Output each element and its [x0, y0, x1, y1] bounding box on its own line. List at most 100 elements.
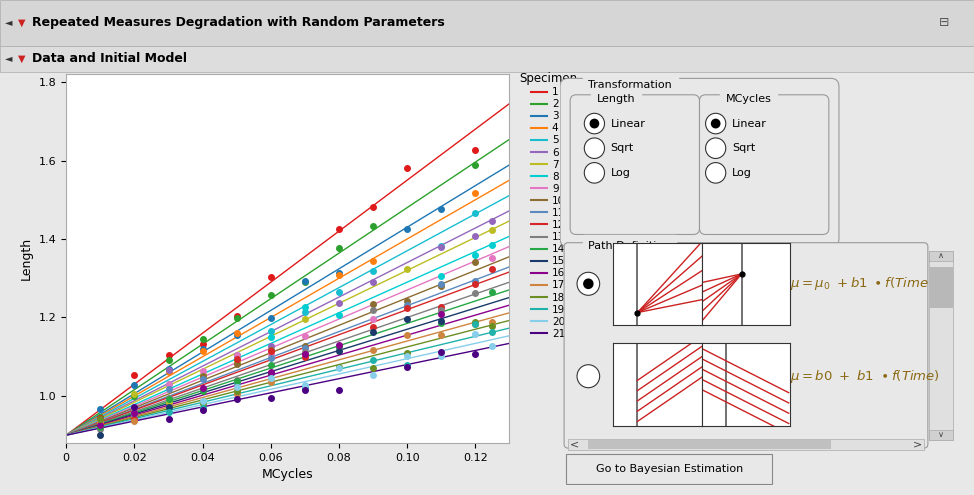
Point: [331, 342, 347, 349]
Point: [365, 267, 381, 275]
Point: [485, 342, 501, 350]
Point: [229, 379, 244, 387]
Text: ∨: ∨: [938, 431, 944, 440]
Point: [399, 314, 415, 322]
Point: [399, 297, 415, 305]
FancyBboxPatch shape: [570, 95, 699, 235]
Bar: [588, 441, 831, 448]
Point: [433, 310, 449, 318]
Point: [195, 347, 210, 355]
Point: [263, 342, 279, 350]
Point: [127, 381, 142, 389]
Text: ▼: ▼: [18, 53, 25, 63]
Point: [468, 251, 483, 259]
Point: [127, 417, 142, 425]
Point: [161, 407, 176, 415]
Circle shape: [584, 113, 605, 134]
Point: [161, 402, 176, 410]
Point: [263, 350, 279, 358]
Bar: [928, 251, 953, 440]
Point: [161, 365, 176, 373]
Point: [229, 376, 244, 384]
Point: [331, 288, 347, 296]
Point: [399, 331, 415, 339]
Point: [297, 332, 313, 340]
Point: [297, 353, 313, 361]
Point: [93, 423, 108, 431]
Point: [433, 282, 449, 290]
Point: [485, 253, 501, 261]
Point: [161, 415, 176, 423]
Text: Data and Initial Model: Data and Initial Model: [32, 52, 187, 65]
Point: [229, 331, 244, 339]
Point: [485, 318, 501, 326]
FancyBboxPatch shape: [564, 243, 928, 448]
Point: [127, 392, 142, 399]
Text: Linear: Linear: [731, 118, 767, 129]
Point: [468, 320, 483, 328]
Y-axis label: Length: Length: [20, 237, 33, 280]
FancyBboxPatch shape: [560, 78, 839, 247]
Point: [468, 278, 483, 286]
Point: [161, 366, 176, 374]
Text: ◄: ◄: [5, 53, 13, 63]
Point: [93, 404, 108, 412]
Circle shape: [711, 119, 721, 129]
Point: [399, 225, 415, 233]
Text: Go to Bayesian Estimation: Go to Bayesian Estimation: [595, 464, 743, 474]
Point: [229, 355, 244, 363]
Circle shape: [584, 162, 605, 183]
Point: [433, 272, 449, 280]
Point: [468, 161, 483, 169]
Point: [485, 226, 501, 234]
Point: [297, 315, 313, 323]
Circle shape: [583, 279, 593, 289]
Point: [93, 415, 108, 423]
Point: [263, 374, 279, 382]
Point: [468, 258, 483, 266]
Point: [331, 342, 347, 350]
Point: [161, 380, 176, 388]
Point: [93, 415, 108, 423]
Point: [93, 421, 108, 429]
Point: [297, 348, 313, 356]
Point: [485, 265, 501, 273]
Point: [263, 347, 279, 355]
Point: [127, 405, 142, 413]
Point: [161, 386, 176, 394]
Point: [297, 277, 313, 285]
Point: [399, 304, 415, 312]
Text: Log: Log: [731, 168, 752, 178]
Point: [195, 387, 210, 395]
Point: [365, 328, 381, 336]
Point: [433, 319, 449, 327]
Legend: 1, 2, 3, 4, 5, 6, 7, 8, 9, 10, 11, 12, 13, 14, 15, 16, 17, 18, 19, 20, 21: 1, 2, 3, 4, 5, 6, 7, 8, 9, 10, 11, 12, 1…: [519, 72, 578, 339]
Point: [93, 414, 108, 422]
Point: [331, 386, 347, 394]
Bar: [928, 430, 953, 440]
Point: [161, 368, 176, 376]
Point: [468, 350, 483, 358]
Point: [195, 335, 210, 343]
Point: [365, 364, 381, 372]
Text: Transformation: Transformation: [588, 80, 672, 90]
Text: ◄: ◄: [5, 17, 13, 27]
Point: [297, 386, 313, 394]
Point: [127, 409, 142, 417]
Point: [263, 313, 279, 321]
Point: [365, 306, 381, 314]
Point: [93, 423, 108, 431]
Point: [433, 306, 449, 314]
Point: [229, 360, 244, 368]
Point: [485, 241, 501, 249]
Text: <: <: [570, 440, 579, 449]
Point: [229, 377, 244, 385]
Point: [485, 328, 501, 336]
Point: [468, 290, 483, 297]
Point: [485, 322, 501, 330]
Point: [468, 146, 483, 154]
Point: [127, 407, 142, 415]
Point: [433, 243, 449, 250]
Point: [195, 341, 210, 348]
Point: [331, 345, 347, 352]
